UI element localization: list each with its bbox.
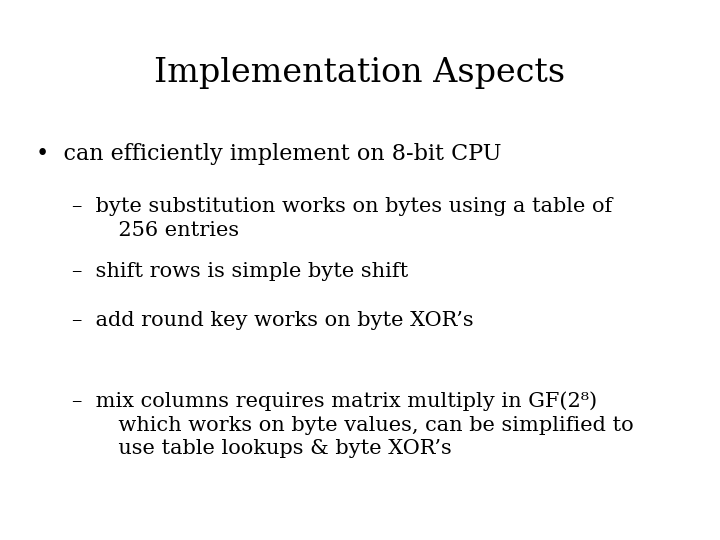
Text: Implementation Aspects: Implementation Aspects [154, 57, 566, 89]
Text: –  shift rows is simple byte shift: – shift rows is simple byte shift [72, 262, 408, 281]
Text: –  mix columns requires matrix multiply in GF(2⁸)
       which works on byte val: – mix columns requires matrix multiply i… [72, 392, 634, 458]
Text: –  byte substitution works on bytes using a table of
       256 entries: – byte substitution works on bytes using… [72, 197, 612, 240]
Text: •  can efficiently implement on 8-bit CPU: • can efficiently implement on 8-bit CPU [36, 143, 502, 165]
Text: –  add round key works on byte XOR’s: – add round key works on byte XOR’s [72, 310, 474, 329]
